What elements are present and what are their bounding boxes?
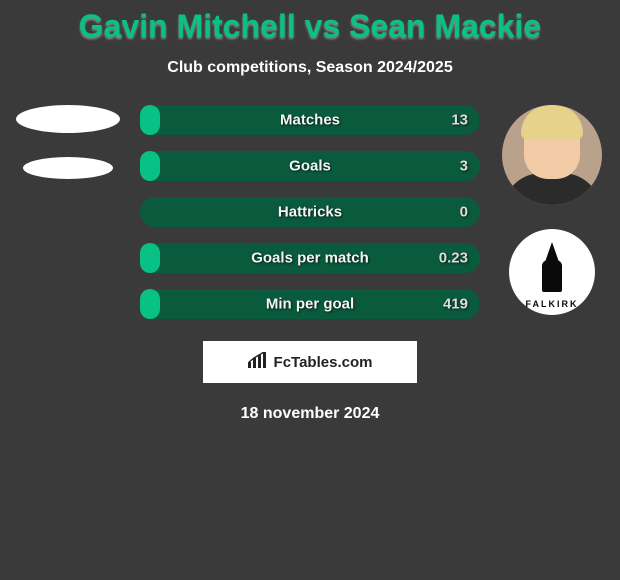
player-a-column — [8, 105, 128, 179]
bar-matches: Matches 13 — [140, 105, 480, 135]
club-a-placeholder-ellipse — [23, 157, 113, 179]
page-subtitle: Club competitions, Season 2024/2025 — [0, 59, 620, 77]
bar-matches-fill — [140, 105, 160, 135]
bar-hattricks-label: Hattricks — [278, 204, 342, 221]
comparison-infographic: Gavin Mitchell vs Sean Mackie Club compe… — [0, 0, 620, 580]
player-a-placeholder-ellipse — [16, 105, 120, 133]
bar-gpm-fill — [140, 243, 160, 273]
bar-gpm-label: Goals per match — [251, 250, 369, 267]
player-b-column: FALKIRK — [492, 105, 612, 315]
bar-matches-label: Matches — [280, 112, 340, 129]
bar-hattricks-value: 0 — [460, 204, 468, 221]
player-b-avatar — [502, 105, 602, 205]
bar-gpm: Goals per match 0.23 — [140, 243, 480, 273]
bar-gpm-value: 0.23 — [439, 250, 468, 267]
bar-hattricks: Hattricks 0 — [140, 197, 480, 227]
bar-mpg-fill — [140, 289, 160, 319]
stat-bars: Matches 13 Goals 3 Hattricks 0 Goals per… — [140, 105, 480, 319]
content-area: Matches 13 Goals 3 Hattricks 0 Goals per… — [0, 105, 620, 319]
bar-chart-icon — [248, 352, 268, 373]
page-title: Gavin Mitchell vs Sean Mackie — [0, 0, 620, 45]
bar-mpg-label: Min per goal — [266, 296, 354, 313]
footer-date: 18 november 2024 — [0, 405, 620, 423]
bar-goals-value: 3 — [460, 158, 468, 175]
bar-goals: Goals 3 — [140, 151, 480, 181]
avatar-graphic — [502, 105, 602, 205]
source-brand: FcTables.com — [274, 354, 373, 371]
club-b-name: FALKIRK — [509, 299, 595, 309]
club-b-badge: FALKIRK — [509, 229, 595, 315]
bar-goals-label: Goals — [289, 158, 331, 175]
bar-mpg: Min per goal 419 — [140, 289, 480, 319]
bar-matches-value: 13 — [451, 112, 468, 129]
club-b-mark-icon — [532, 248, 572, 296]
bar-goals-fill — [140, 151, 160, 181]
source-box: FcTables.com — [203, 341, 417, 383]
avatar-hair — [521, 105, 583, 139]
bar-mpg-value: 419 — [443, 296, 468, 313]
